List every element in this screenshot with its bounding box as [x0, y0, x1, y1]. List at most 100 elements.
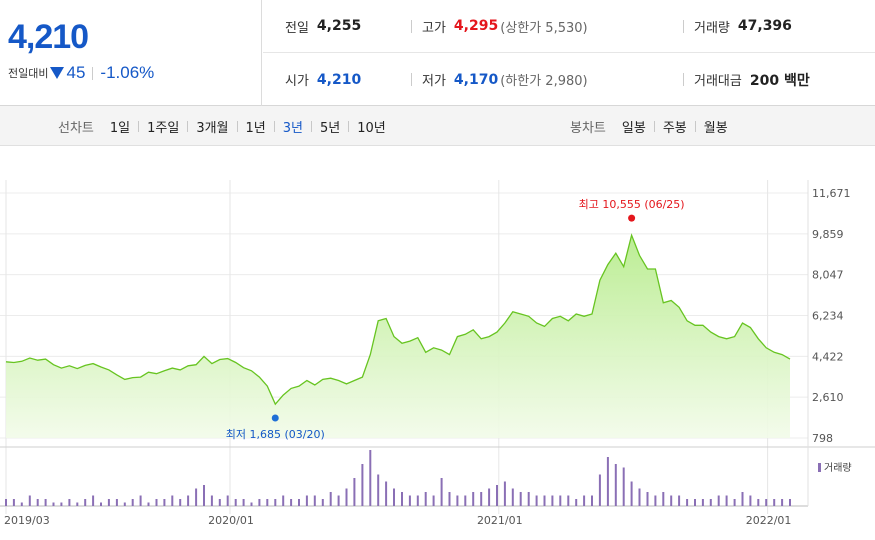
y-tick-label: 8,047	[812, 269, 844, 282]
max-annotation: 최고 10,555 (06/25)	[579, 198, 685, 211]
volume-bar	[527, 492, 530, 506]
stats-row-1: 전일 4,255 고가 4,295 (상한가 5,530) 거래량 47,396	[263, 0, 875, 53]
max-marker	[628, 214, 636, 222]
volume-bar	[345, 488, 348, 506]
volume-bar	[305, 495, 308, 506]
price-chart: 11,671 9,859 8,047 6,234 4,422 2,610 798 2019/0…	[0, 146, 875, 540]
divider	[683, 73, 684, 86]
volume-bar	[123, 502, 126, 506]
volume-bar	[646, 492, 649, 506]
prev-close-label: 전일	[285, 20, 309, 36]
volume-bar	[670, 495, 673, 506]
volume-bar	[369, 450, 372, 506]
y-tick-label: 4,422	[812, 350, 844, 363]
volume-bar	[20, 502, 23, 506]
stats-row-2: 시가 4,210 저가 4,170 (하한가 2,980) 거래대금 200 백…	[263, 53, 875, 106]
volume-bar	[203, 485, 205, 506]
volume-bar	[218, 499, 221, 506]
volume-bar	[456, 495, 459, 506]
price-area	[6, 235, 790, 438]
y-tick-label: 798	[812, 432, 833, 445]
volume-bar	[250, 502, 253, 506]
volume-bar	[709, 499, 712, 506]
divider	[348, 120, 350, 132]
volume-bar	[614, 464, 617, 506]
y-tick-label: 2,610	[812, 391, 844, 404]
volume-bar	[12, 499, 15, 506]
x-tick-label: 2019/03	[4, 514, 50, 527]
y-tick-label: 6,234	[812, 310, 844, 323]
volume-bar	[606, 457, 609, 506]
divider	[187, 120, 189, 132]
volume-bar	[385, 481, 388, 506]
volume-bar	[741, 492, 744, 506]
volume-bar	[757, 499, 760, 506]
candle-daily[interactable]: 일봉	[621, 120, 646, 136]
volume-bar	[781, 499, 784, 506]
volume-bar	[84, 499, 87, 506]
volume-bar	[654, 495, 657, 506]
volume-bar	[511, 488, 514, 506]
volume-bar	[448, 492, 451, 506]
x-tick-label: 2021/01	[477, 514, 523, 527]
volume-bar	[598, 474, 601, 506]
volume-bar	[68, 499, 71, 506]
volume-bar	[187, 495, 190, 506]
volume-bar	[717, 495, 720, 506]
volume-bar	[535, 495, 538, 506]
period-10y[interactable]: 10년	[357, 120, 386, 136]
period-1w[interactable]: 1주일	[147, 120, 180, 136]
period-5y[interactable]: 5년	[320, 120, 341, 136]
volume-bar	[266, 499, 269, 506]
y-tick-label: 11,671	[812, 187, 851, 200]
open-cell: 시가 4,210	[285, 70, 362, 90]
volume-bar	[567, 495, 570, 506]
period-1d[interactable]: 1일	[109, 120, 131, 136]
volume-bar	[313, 495, 316, 506]
volume-bar	[195, 488, 198, 506]
open-value: 4,210	[316, 71, 362, 88]
period-3y[interactable]: 3년	[282, 120, 303, 136]
change-value: 45	[66, 63, 86, 82]
volume-bar	[115, 499, 118, 506]
volume-bar	[464, 495, 467, 506]
candle-monthly[interactable]: 월봉	[703, 120, 728, 136]
price-chart-svg: 11,671 9,859 8,047 6,234 4,422 2,610 798 2019/0…	[0, 180, 875, 527]
candle-weekly[interactable]: 주봉	[662, 120, 687, 136]
volume-bar	[765, 499, 768, 506]
low-cell: 저가 4,170 (하한가 2,980)	[411, 70, 588, 89]
volume-bar	[5, 499, 7, 506]
volume-bar	[773, 499, 776, 506]
volume-bar	[60, 502, 63, 506]
volume-bar	[559, 495, 562, 506]
volume-bar	[171, 495, 174, 506]
amount-label: 거래대금	[694, 74, 742, 89]
volume-bar	[725, 495, 728, 506]
volume-bar	[282, 495, 285, 506]
divider	[273, 120, 275, 132]
volume-bar	[440, 478, 443, 506]
divider	[653, 120, 655, 132]
volume-bar	[234, 499, 237, 506]
volume-bar	[551, 495, 554, 506]
volume-bar	[321, 499, 324, 506]
volume-bar	[274, 499, 277, 506]
volume-bar	[337, 495, 340, 506]
volume-bar	[28, 495, 31, 506]
period-3m[interactable]: 3개월	[196, 120, 229, 136]
volume-bar	[662, 492, 665, 506]
period-1y[interactable]: 1년	[245, 120, 266, 136]
volume-bar	[139, 495, 142, 506]
volume-bar	[393, 488, 395, 506]
volume-bar	[678, 495, 681, 506]
change-row: 전일대비 45 -1.06%	[8, 63, 154, 83]
low-label: 저가	[422, 74, 446, 89]
price-box: 4,210 전일대비 45 -1.06%	[0, 0, 262, 106]
volume-bar	[638, 488, 641, 506]
volume-label: 거래량	[694, 20, 730, 36]
change-label: 전일대비	[8, 67, 49, 80]
quote-summary: 4,210 전일대비 45 -1.06% 전일 4,255 고가 4,295 (…	[0, 0, 875, 106]
volume-bar	[100, 502, 102, 506]
divider	[236, 120, 238, 132]
volume-legend-label: 거래량	[824, 462, 852, 474]
